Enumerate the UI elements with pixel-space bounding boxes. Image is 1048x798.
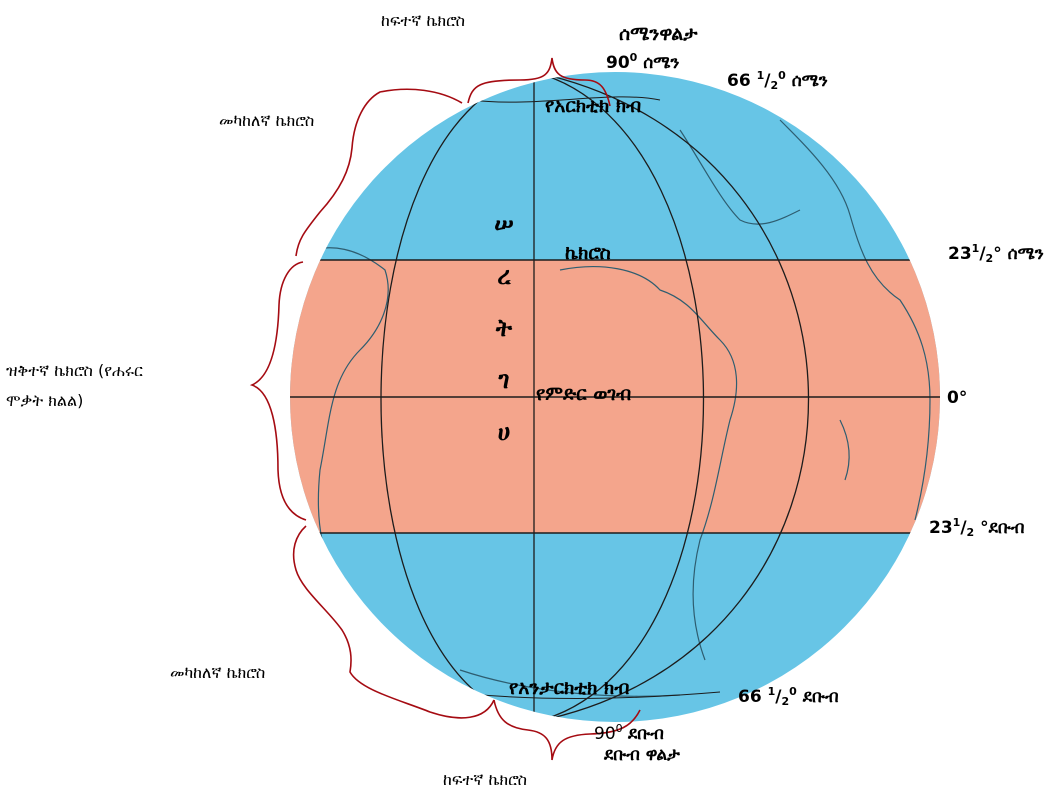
antarctic-circle-label: የአንታርክቲክ ክብ	[509, 677, 630, 699]
vertical-char-4: ገ	[498, 366, 510, 394]
antarctic-circle-line	[469, 691, 721, 699]
arctic-deg-den: 2	[770, 79, 779, 92]
temperate-zone-south-label: መካከለኛ ኬክሮስ	[170, 663, 266, 682]
zone-braces	[249, 57, 641, 761]
brace-frigid-north	[467, 57, 611, 107]
frigid-zone-north-label: ከፍተኛ ኬክሮስ	[381, 11, 466, 30]
brace-temperate-north	[295, 88, 463, 257]
torrid-zone-label-line1: ዝቅተኛ ኬክሮስ (የሐሩር	[6, 361, 143, 380]
tropic-north-whole: 23	[948, 244, 972, 264]
antarctic-deg-num: 1	[767, 685, 776, 698]
temperate-zone-north-label: መካከለኛ ኬክሮስ	[219, 111, 315, 130]
brace-torrid	[249, 261, 307, 521]
antarctic-latitude-label: 66 1/20 ደቡብ	[738, 685, 839, 708]
tropic-north-num: 1	[971, 242, 980, 255]
arctic-circle-label: የአርክቲክ ክብ	[545, 95, 642, 117]
vertical-char-3: ት	[495, 314, 513, 342]
brace-frigid-south	[493, 699, 641, 761]
tropic-south-whole: 23	[929, 518, 953, 538]
equator-label: የምድር ወገብ	[536, 383, 632, 405]
frigid-zone-south-label: ከፍተኛ ኬክሮስ	[443, 770, 528, 789]
antarctic-dir: ደቡብ	[802, 687, 839, 707]
tropic-south-num: 1	[952, 516, 961, 529]
tropic-south-den: 2	[966, 526, 975, 539]
equator-degree: 0°	[947, 388, 968, 408]
south-pole-deg-value: 90	[594, 724, 616, 744]
antarctic-deg-whole: 66	[738, 687, 762, 707]
tropic-south-dir: °ደቡብ	[980, 518, 1025, 538]
arctic-deg-whole: 66	[727, 71, 751, 91]
tropic-north-dir: ሰሜን	[1007, 244, 1044, 264]
tropic-north-label: ኬክሮስ	[565, 242, 611, 264]
arctic-latitude-label: 66 1/20 ሰሜን	[727, 69, 828, 92]
north-pole-degree: 900 ሰሜን	[606, 51, 680, 73]
vertical-zone-text: ሠ ረ ት ገ ሀ	[489, 212, 519, 472]
arctic-dir: ሰሜን	[791, 71, 828, 91]
antarctic-deg-den: 2	[781, 695, 790, 708]
vertical-char-5: ሀ	[497, 418, 511, 446]
torrid-zone-label-line2: ሞቃት ክልል)	[6, 391, 84, 410]
arctic-deg-num: 1	[756, 69, 765, 82]
tropic-south-latitude-label: 231/2 °ደቡብ	[929, 516, 1025, 539]
parallel-lines	[290, 259, 940, 534]
south-pole-dir: ደቡብ	[628, 724, 664, 744]
vertical-char-1: ሠ	[494, 210, 514, 238]
south-pole-degree: 900 ደቡብ	[594, 722, 664, 744]
vertical-char-2: ረ	[497, 262, 511, 290]
brace-temperate-south	[292, 525, 495, 719]
north-pole-label: ሰሜንዋልታ	[619, 23, 698, 45]
arctic-circle-line	[469, 96, 661, 103]
tropic-north-latitude-label: 231/2° ሰሜን	[948, 242, 1044, 265]
north-pole-dir: ሰሜን	[643, 53, 680, 73]
south-pole-label: ደቡብ ዋልታ	[604, 745, 680, 765]
tropic-north-den: 2	[985, 252, 994, 265]
north-pole-deg-value: 90	[606, 53, 630, 73]
